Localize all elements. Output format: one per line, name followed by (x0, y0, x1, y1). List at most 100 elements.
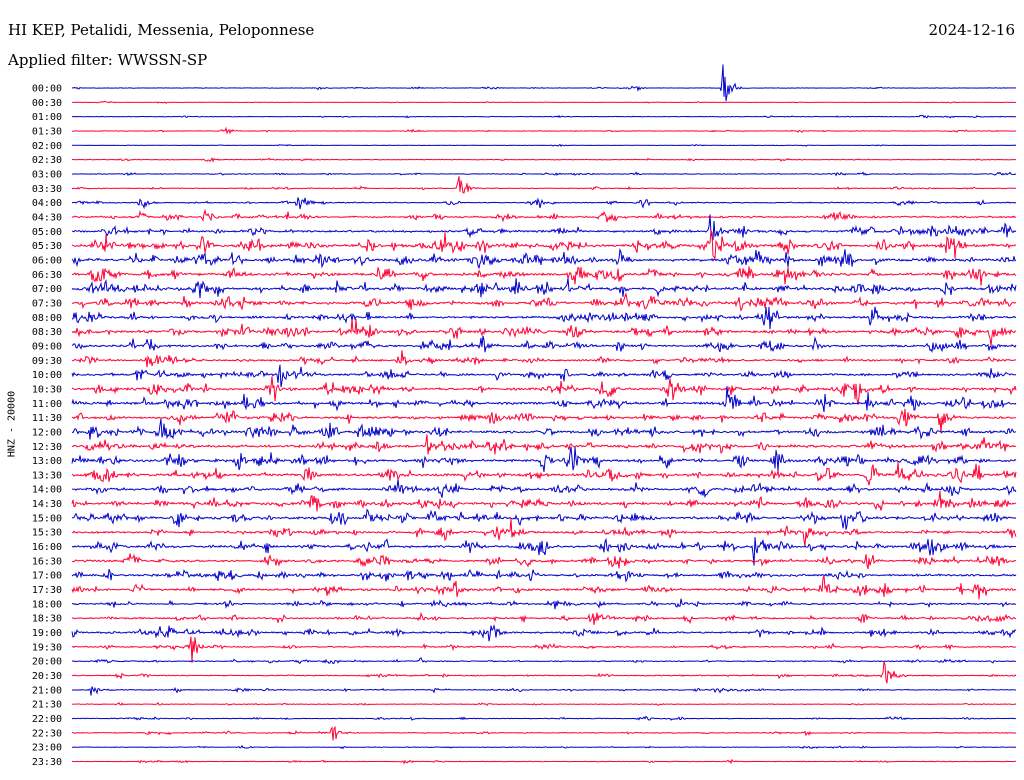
trace-0500 (71, 214, 1017, 241)
trace-2230 (71, 725, 1017, 741)
row-label-1630: 16:30 (32, 556, 62, 567)
trace-1830 (71, 611, 1017, 625)
trace-1700 (71, 568, 1017, 583)
trace-1400 (71, 479, 1017, 499)
row-label-2200: 22:00 (32, 714, 62, 725)
row-label-0000: 00:00 (32, 84, 62, 95)
row-label-0500: 05:00 (32, 227, 62, 238)
trace-1930 (71, 636, 1017, 663)
trace-0900 (71, 335, 1017, 354)
row-label-1830: 18:30 (32, 614, 62, 625)
row-label-1230: 12:30 (32, 442, 62, 453)
trace-0930 (71, 350, 1017, 368)
trace-1100 (71, 386, 1017, 413)
row-label-1400: 14:00 (32, 485, 62, 496)
trace-0400 (71, 197, 1017, 210)
trace-2330 (71, 758, 1016, 765)
trace-0630 (71, 266, 1017, 286)
row-label-0100: 01:00 (32, 112, 62, 123)
trace-1030 (71, 376, 1017, 405)
trace-0200 (71, 143, 1017, 147)
trace-2300 (71, 744, 1017, 750)
row-label-0030: 00:30 (32, 98, 62, 109)
row-label-1700: 17:00 (32, 571, 62, 582)
trace-0830 (71, 318, 1017, 347)
row-label-2230: 22:30 (32, 728, 62, 739)
row-label-2300: 23:00 (32, 743, 62, 754)
trace-0600 (71, 247, 1017, 270)
row-label-1030: 10:30 (32, 384, 62, 395)
trace-1900 (71, 624, 1017, 642)
trace-0430 (71, 208, 1017, 223)
row-label-0630: 06:30 (32, 270, 62, 281)
row-label-2130: 21:30 (32, 700, 62, 711)
row-label-0600: 06:00 (32, 255, 62, 266)
row-labels: 00:00 00:30 01:00 01:30 02:00 02:30 03:00 03:30… (32, 84, 62, 769)
row-label-2100: 21:00 (32, 685, 62, 696)
trace-1800 (71, 598, 1017, 610)
row-label-1900: 19:00 (32, 628, 62, 639)
trace-1630 (71, 553, 1017, 570)
row-label-1200: 12:00 (32, 427, 62, 438)
row-label-1800: 18:00 (32, 599, 62, 610)
row-label-2000: 20:00 (32, 657, 62, 668)
row-label-0830: 08:30 (32, 327, 62, 338)
trace-2000 (71, 657, 1017, 665)
trace-0300 (71, 171, 1017, 177)
trace-0130 (71, 126, 1017, 135)
date-label: 2024-12-16 (928, 21, 1015, 39)
row-label-1130: 11:30 (32, 413, 62, 424)
trace-0700 (71, 278, 1017, 299)
trace-0100 (71, 114, 1017, 119)
row-label-0330: 03:30 (32, 184, 62, 195)
trace-1430 (71, 490, 1017, 512)
trace-1230 (71, 434, 1017, 455)
row-label-0230: 02:30 (32, 155, 62, 166)
row-label-1330: 13:30 (32, 470, 62, 481)
trace-1600 (71, 537, 1017, 566)
row-label-2330: 23:30 (32, 757, 62, 768)
row-label-1500: 15:00 (32, 513, 62, 524)
row-label-1730: 17:30 (32, 585, 62, 596)
trace-0330 (71, 176, 1017, 194)
trace-0530 (71, 230, 1017, 261)
row-label-1430: 14:30 (32, 499, 62, 510)
trace-0730 (71, 292, 1017, 312)
filter-label: Applied filter: WWSSN-SP (8, 51, 208, 69)
trace-1730 (71, 575, 1017, 600)
trace-0000 (71, 64, 1017, 102)
row-label-1300: 13:00 (32, 456, 62, 467)
row-label-1000: 10:00 (32, 370, 62, 381)
trace-0230 (71, 157, 1017, 163)
trace-1130 (71, 408, 1017, 434)
trace-1330 (71, 461, 1017, 486)
station-title: HI KEP, Petalidi, Messenia, Peloponnese (8, 21, 315, 39)
trace-2030 (71, 661, 1017, 684)
row-label-0900: 09:00 (32, 341, 62, 352)
trace-2130 (71, 701, 1017, 706)
row-label-0530: 05:30 (32, 241, 62, 252)
row-label-0130: 01:30 (32, 126, 62, 137)
row-label-0400: 04:00 (32, 198, 62, 209)
row-label-1530: 15:30 (32, 528, 62, 539)
trace-1500 (71, 508, 1017, 530)
row-label-0430: 04:30 (32, 212, 62, 223)
trace-1200 (71, 418, 1017, 440)
trace-0030 (71, 100, 1017, 104)
row-label-0700: 07:00 (32, 284, 62, 295)
trace-2100 (71, 686, 1017, 696)
trace-0800 (71, 306, 1017, 330)
row-label-2030: 20:30 (32, 671, 62, 682)
row-label-0730: 07:30 (32, 298, 62, 309)
trace-1300 (71, 446, 1017, 472)
trace-2200 (71, 715, 1017, 721)
row-label-1600: 16:00 (32, 542, 62, 553)
row-label-0300: 03:00 (32, 169, 62, 180)
row-label-0200: 02:00 (32, 141, 62, 152)
row-label-1100: 11:00 (32, 399, 62, 410)
trace-1000 (71, 364, 1017, 388)
row-label-1930: 19:30 (32, 642, 62, 653)
trace-1530 (71, 518, 1017, 547)
seismic-traces (71, 64, 1017, 765)
